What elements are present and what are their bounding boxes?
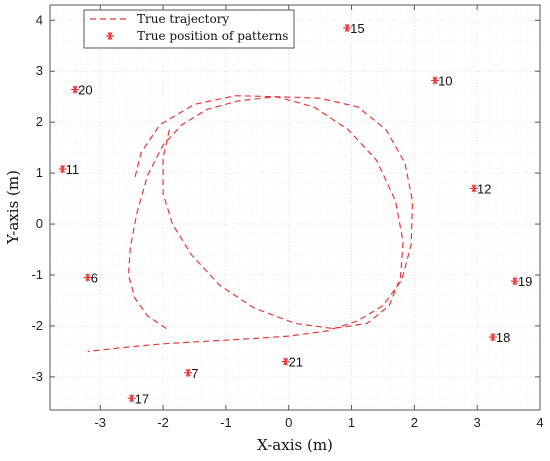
- legend: True trajectory True position of pattern…: [83, 9, 295, 49]
- trajectory-line-1: [134, 95, 404, 330]
- pattern-label-19: 19: [518, 274, 532, 289]
- y-tick-label: 1: [36, 165, 43, 180]
- legend-label-trajectory: True trajectory: [137, 12, 229, 26]
- y-tick-label: -2: [31, 318, 43, 333]
- pattern-label-21: 21: [289, 355, 303, 370]
- y-axis-label: Y-axis (m): [4, 170, 22, 245]
- pattern-label-18: 18: [496, 330, 510, 345]
- pattern-label-15: 15: [350, 21, 364, 36]
- y-tick-label: 2: [36, 114, 43, 129]
- x-tick-label: 1: [348, 415, 355, 430]
- plot-background: [50, 5, 540, 410]
- pattern-point-11: [58, 165, 67, 174]
- x-tick-label: 0: [285, 415, 292, 430]
- legend-patterns-symbol: [106, 32, 114, 40]
- x-tick-label: -1: [220, 415, 232, 430]
- pattern-point-21: [281, 357, 290, 366]
- legend-box: [83, 9, 295, 49]
- y-tick-label: 3: [36, 63, 43, 78]
- points-layer: 159102011126191821717: [58, 21, 532, 406]
- pattern-label-17: 17: [135, 391, 149, 406]
- x-tick-label: -2: [157, 415, 169, 430]
- legend-asterisk: [106, 32, 114, 40]
- y-tick-label: -3: [31, 369, 43, 384]
- trajectory-line-0: [87, 96, 414, 352]
- series-layer: [87, 95, 414, 352]
- x-tick-label: 4: [536, 415, 543, 430]
- pattern-label-10: 10: [438, 73, 452, 88]
- y-tick-label: 4: [36, 12, 43, 27]
- pattern-point-6: [83, 273, 92, 282]
- pattern-point-15: [343, 23, 352, 32]
- pattern-point-10: [431, 76, 440, 85]
- pattern-label-6: 6: [91, 271, 98, 286]
- legend-label-patterns: True position of patterns: [137, 29, 288, 43]
- x-tick-label: 3: [474, 415, 481, 430]
- pattern-point-17: [127, 394, 136, 403]
- y-tick-label: -1: [31, 267, 43, 282]
- pattern-point-12: [470, 184, 479, 193]
- x-tick-label: 2: [411, 415, 418, 430]
- pattern-label-20: 20: [78, 83, 92, 98]
- grid: [49, 5, 541, 410]
- plot-frame: [49, 4, 541, 411]
- x-tick-label: -3: [94, 415, 106, 430]
- pattern-label-7: 7: [191, 366, 198, 381]
- y-tick-label: 0: [36, 216, 43, 231]
- x-axis-label: X-axis (m): [257, 436, 333, 454]
- pattern-point-7: [184, 368, 193, 377]
- pattern-point-20: [71, 85, 80, 94]
- pattern-label-12: 12: [477, 181, 491, 196]
- pattern-point-19: [510, 277, 519, 286]
- pattern-point-18: [488, 333, 497, 342]
- pattern-label-11: 11: [66, 162, 80, 177]
